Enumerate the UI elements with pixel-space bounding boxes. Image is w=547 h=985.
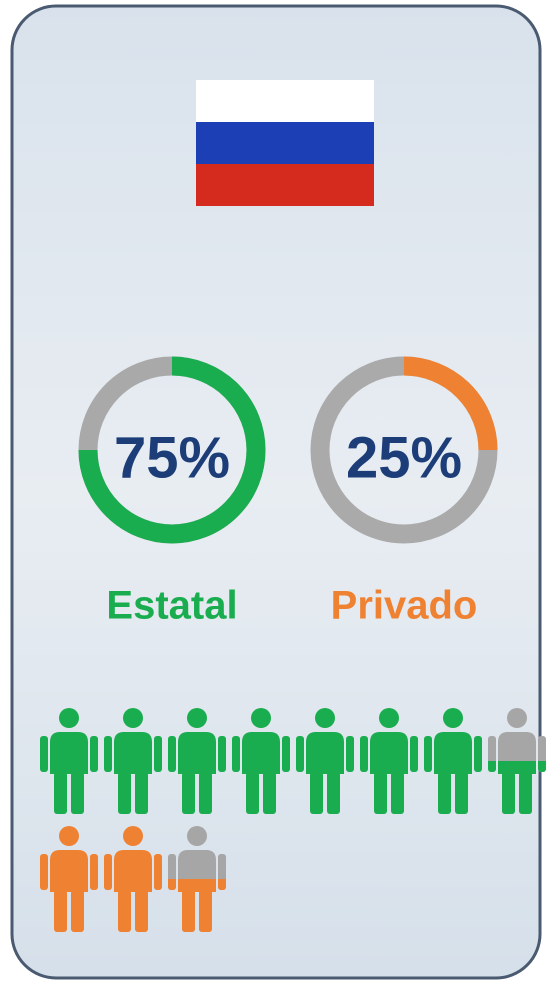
arm: [168, 736, 176, 772]
person-icon: [168, 826, 226, 932]
arm: [218, 736, 226, 772]
leg: [71, 890, 84, 932]
leg: [455, 772, 468, 814]
leg: [135, 772, 148, 814]
person-icon: [40, 826, 98, 932]
arm: [40, 736, 48, 772]
leg: [327, 772, 340, 814]
head: [59, 826, 79, 846]
leg: [199, 890, 212, 932]
donut-segment: [78, 356, 266, 544]
arm: [104, 736, 112, 772]
person-icon: [232, 708, 290, 814]
person-icon: [424, 708, 482, 814]
leg: [310, 772, 323, 814]
head: [59, 708, 79, 728]
donut-segment: [403, 356, 498, 451]
leg: [502, 772, 515, 814]
torso: [178, 732, 216, 774]
torso: [306, 732, 344, 774]
head: [379, 708, 399, 728]
arm: [232, 736, 240, 772]
head: [123, 826, 143, 846]
leg: [71, 772, 84, 814]
leg: [374, 772, 387, 814]
leg: [391, 772, 404, 814]
torso: [242, 732, 280, 774]
arm: [218, 879, 226, 890]
person-icon: [40, 708, 98, 814]
arm: [424, 736, 432, 772]
donut-value-label: 25%: [346, 425, 462, 490]
torso: [50, 732, 88, 774]
arm: [538, 761, 546, 772]
head: [187, 826, 207, 846]
leg: [263, 772, 276, 814]
arm: [360, 736, 368, 772]
flag: [196, 80, 374, 206]
head: [251, 708, 271, 728]
leg: [54, 890, 67, 932]
arm: [410, 736, 418, 772]
head: [507, 708, 527, 728]
arm: [296, 736, 304, 772]
person-icon: [360, 708, 418, 814]
leg: [246, 772, 259, 814]
leg: [54, 772, 67, 814]
person-icon: [104, 826, 162, 932]
person-icon: [488, 708, 546, 814]
person-fill: [488, 761, 546, 814]
head: [123, 708, 143, 728]
person-icon: [296, 708, 354, 814]
leg: [199, 772, 212, 814]
leg: [118, 772, 131, 814]
arm: [154, 854, 162, 890]
torso: [370, 732, 408, 774]
arm: [488, 761, 496, 772]
torso: [178, 879, 216, 892]
arm: [90, 736, 98, 772]
donut-title: Privado: [331, 584, 478, 628]
arm: [154, 736, 162, 772]
head: [187, 708, 207, 728]
donut-title: Estatal: [106, 584, 237, 628]
arm: [40, 854, 48, 890]
donut-value-label: 75%: [114, 425, 230, 490]
leg: [118, 890, 131, 932]
leg: [182, 772, 195, 814]
person-icon: [104, 708, 162, 814]
arm: [168, 879, 176, 890]
arm: [346, 736, 354, 772]
arm: [282, 736, 290, 772]
leg: [135, 890, 148, 932]
leg: [519, 772, 532, 814]
arm: [104, 854, 112, 890]
head: [315, 708, 335, 728]
arm: [90, 854, 98, 890]
torso: [498, 761, 536, 774]
arm: [474, 736, 482, 772]
torso: [114, 732, 152, 774]
leg: [182, 890, 195, 932]
torso: [434, 732, 472, 774]
torso: [114, 850, 152, 892]
person-icon: [168, 708, 226, 814]
leg: [438, 772, 451, 814]
person-fill: [168, 879, 226, 932]
torso: [50, 850, 88, 892]
head: [443, 708, 463, 728]
